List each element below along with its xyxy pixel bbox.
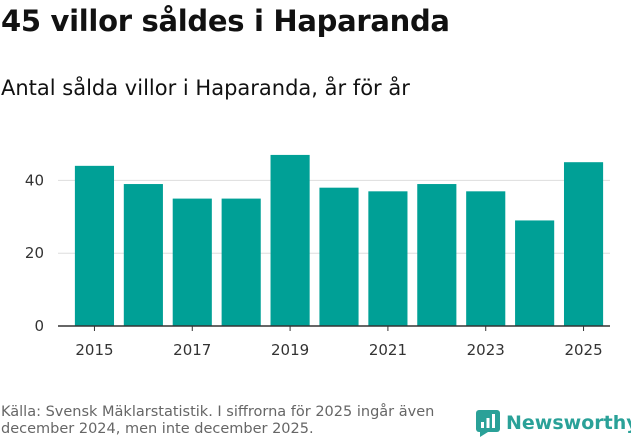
x-tick-label: 2017 xyxy=(173,341,211,359)
brand[interactable]: Newsworthy xyxy=(476,408,631,438)
bar-chart: 0 20 40 2015 2017 2019 2021 2023 2025 xyxy=(25,154,610,359)
bar-2018 xyxy=(221,198,261,326)
source-note: Källa: Svensk Mäklarstatistik. I siffror… xyxy=(1,404,435,437)
x-axis xyxy=(58,325,610,331)
chart-title: 45 villor såldes i Haparanda xyxy=(1,4,450,38)
bar-2025 xyxy=(563,162,604,326)
x-tick-label: 2021 xyxy=(369,341,407,359)
x-tick-label: 2019 xyxy=(271,341,309,359)
y-tick-label: 40 xyxy=(25,171,44,189)
bar-2022 xyxy=(417,184,457,326)
x-tick-label: 2023 xyxy=(467,341,505,359)
bar-2019 xyxy=(270,154,310,326)
bar-2024 xyxy=(515,220,555,326)
x-tick-label: 2015 xyxy=(75,341,113,359)
bar-2015 xyxy=(74,165,115,326)
newsworthy-logo-icon xyxy=(476,409,500,437)
bar-2016 xyxy=(123,184,163,326)
bars xyxy=(74,154,604,326)
y-tick-label: 20 xyxy=(25,244,44,262)
bar-2021 xyxy=(368,191,408,326)
x-tick-label: 2025 xyxy=(564,341,602,359)
tick-labels: 0 20 40 2015 2017 2019 2021 2023 2025 xyxy=(25,171,603,359)
chart-subtitle: Antal sålda villor i Haparanda, år för å… xyxy=(1,76,410,100)
brand-name: Newsworthy xyxy=(506,412,631,434)
bar-2017 xyxy=(172,198,212,326)
bar-2020 xyxy=(319,187,359,326)
bar-2023 xyxy=(466,191,506,326)
y-tick-label: 0 xyxy=(34,317,44,335)
